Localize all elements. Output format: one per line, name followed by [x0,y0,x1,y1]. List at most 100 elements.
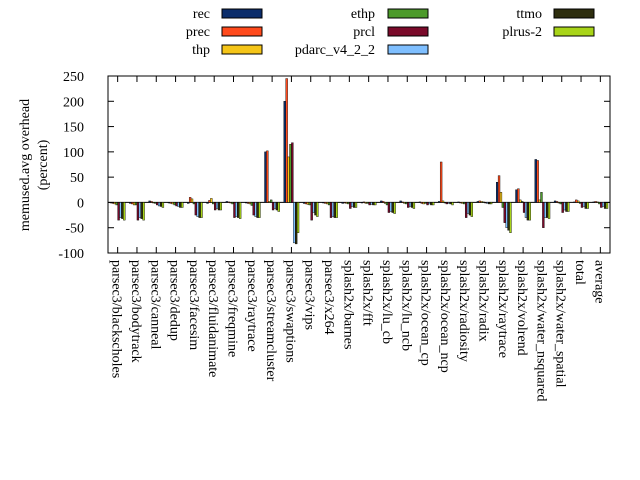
legend-label: ethp [351,7,375,22]
bar-thp-24 [577,200,580,203]
plot-area [108,78,610,245]
bar-pdarc_v4_2_2-10 [312,202,315,213]
bar-thp-3 [171,202,174,205]
bar-ethp-8 [270,199,273,203]
bar-plrus-2-10 [316,202,319,217]
x-tick-label: splash2x/lu_cb [379,260,394,344]
bar-rec-21 [515,189,518,203]
bar-rec-6 [225,201,228,203]
bar-ethp-14 [385,202,389,206]
bar-pdarc_v4_2_2-2 [157,202,161,207]
bar-prcl-19 [484,202,487,204]
x-tick-label: parsec3/raytrace [244,260,259,352]
bar-ethp-9 [289,144,292,203]
bar-prcl-10 [310,202,313,221]
bar-ttmo-21 [526,202,530,221]
legend-label: ttmo [516,7,542,22]
legend-label: prcl [353,25,375,40]
bar-pdarc_v4_2_2-16 [428,202,431,205]
bar-plrus-2-22 [547,202,551,219]
bar-ttmo-13 [372,202,375,206]
bar-prec-16 [420,202,423,204]
bar-plrus-2-17 [451,202,454,206]
bar-prcl-7 [252,202,255,216]
bar-prec-6 [227,201,230,203]
bar-prcl-22 [542,202,545,228]
bar-pdarc_v4_2_2-9 [293,202,296,244]
bar-ethp-0 [115,202,118,206]
x-tick-label: parsec3/blackscholes [109,260,124,378]
legend-label: prec [186,25,210,40]
y-tick-label: 0 [77,196,84,211]
bar-ethp-2 [154,202,157,204]
bar-prec-7 [246,202,250,204]
bar-rec-4 [187,202,190,204]
bar-ttmo-20 [507,202,510,231]
bar-ttmo-15 [410,202,414,208]
bar-ttmo-19 [488,202,491,205]
bar-pdarc_v4_2_2-13 [370,202,373,205]
bar-thp-4 [190,198,194,203]
bar-prec-4 [188,197,192,203]
legend-entry-prcl: prcl [353,25,429,40]
legend-entry-prec: prec [186,25,263,40]
bar-ethp-7 [250,202,254,206]
bar-thp-8 [268,201,271,203]
bar-rec-17 [438,201,441,203]
legend-swatch [553,26,595,37]
bar-plrus-2-11 [335,202,338,218]
bar-thp-23 [557,202,561,204]
bar-prcl-11 [329,202,333,218]
legend-swatch [221,26,263,37]
bar-prec-14 [382,201,385,203]
bar-ethp-13 [366,202,369,204]
bar-plrus-2-2 [161,202,165,208]
bar-pdarc_v4_2_2-8 [273,202,277,209]
bar-prec-2 [150,201,153,203]
bar-prec-24 [575,199,578,203]
bar-ttmo-2 [159,202,163,207]
bar-pdarc_v4_2_2-5 [215,202,219,209]
bar-prcl-14 [387,202,391,213]
bar-ttmo-0 [121,202,124,219]
legend-swatch [387,8,429,19]
x-tick-label: splash2x/lu_ncb [398,260,413,351]
bar-thp-9 [287,156,290,203]
bar-rec-22 [534,159,537,203]
bar-thp-2 [152,202,155,204]
bar-ethp-21 [521,201,524,203]
bar-pdarc_v4_2_2-23 [563,202,566,211]
bar-prec-3 [169,202,172,204]
legend-entry-rec: rec [193,7,263,22]
bar-prec-23 [555,201,559,203]
bar-pdarc_v4_2_2-0 [119,202,122,218]
bar-pdarc_v4_2_2-7 [254,202,257,217]
legend-swatch [387,44,429,55]
bar-pdarc_v4_2_2-18 [466,202,470,214]
legend-label: pdarc_v4_2_2 [295,43,375,58]
x-tick-label: parsec3/vips [302,260,317,330]
x-tick-label: splash2x/ocean_ncp [437,260,452,373]
bar-prcl-17 [445,202,448,205]
bar-prcl-5 [213,202,217,211]
bar-ttmo-10 [314,202,317,216]
bar-ethp-15 [405,202,408,205]
bar-thp-0 [113,202,116,205]
bar-ttmo-12 [352,202,356,208]
bar-prec-18 [459,202,462,204]
bar-prec-17 [439,161,443,203]
bar-plrus-2-5 [219,202,222,211]
bar-prcl-25 [600,202,603,208]
legend-entry-thp: thp [192,43,263,58]
bar-prec-15 [401,201,404,203]
bar-prcl-9 [291,142,294,203]
x-tick-label: splash2x/volrend [514,260,529,356]
x-tick-label: parsec3/canneal [147,260,162,349]
bar-rec-10 [302,202,306,204]
bar-rec-3 [167,202,171,204]
bar-prcl-1 [136,202,140,221]
bar-plrus-2-8 [277,202,280,212]
bar-ttmo-17 [449,202,452,205]
bar-ethp-17 [443,202,447,204]
bar-plrus-2-24 [586,202,589,209]
